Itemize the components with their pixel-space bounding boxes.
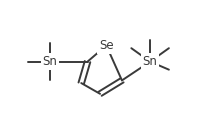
Text: Sn: Sn (43, 55, 57, 68)
Text: Se: Se (99, 39, 114, 52)
Text: Sn: Sn (143, 55, 158, 68)
